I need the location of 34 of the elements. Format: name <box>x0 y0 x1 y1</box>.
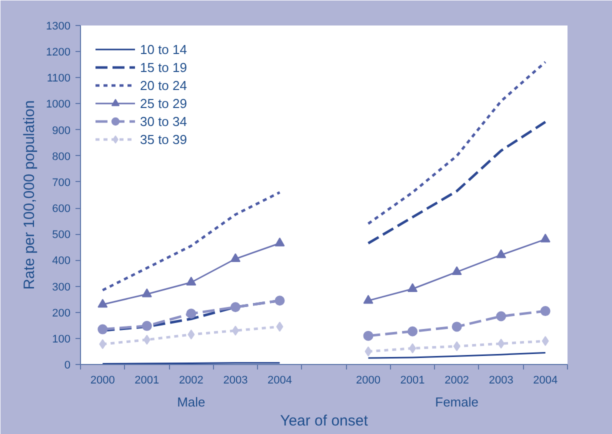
x-tick-label: 2004 <box>267 374 292 386</box>
y-axis-title: Rate per 100,000 population <box>21 100 38 290</box>
y-tick-label: 1300 <box>46 20 71 32</box>
x-axis-title: Year of onset <box>280 412 369 430</box>
x-tick-label: 2003 <box>223 374 248 386</box>
x-tick-label: 2003 <box>488 374 514 386</box>
x-tick-label: 2002 <box>178 374 204 386</box>
legend-label: 20 to 24 <box>140 76 187 94</box>
text: Female <box>435 394 479 410</box>
y-tick-label: 100 <box>52 333 71 346</box>
y-tick-label: 400 <box>52 255 71 268</box>
y-tick-label: 1100 <box>46 72 70 85</box>
x-tick-label: 2000 <box>356 374 381 386</box>
legend-label: 35 to 39 <box>140 130 187 148</box>
x-tick-label: 2001 <box>400 374 425 386</box>
legend-label: 10 to 14 <box>140 40 187 58</box>
y-tick-label: 0 <box>64 360 71 372</box>
y-tick-label: 300 <box>52 281 71 294</box>
y-tick-label: 500 <box>52 229 71 242</box>
y-tick-label: 600 <box>52 203 71 216</box>
y-tick-label: 700 <box>52 176 71 189</box>
y-tick-label: 800 <box>52 150 71 163</box>
text: Male <box>177 394 206 410</box>
y-tick-label: 1000 <box>46 98 71 111</box>
x-tick-label: 2000 <box>90 374 115 386</box>
legend-label: 15 to 19 <box>140 58 187 76</box>
x-tick-label: 2002 <box>444 374 470 386</box>
x-tick-label: 2004 <box>533 374 558 386</box>
x-tick-label: 2001 <box>134 374 160 386</box>
y-tick-label: 1200 <box>46 46 71 59</box>
y-tick-label: 900 <box>52 124 71 137</box>
legend-label: 25 to 29 <box>140 94 187 112</box>
y-tick-label: 200 <box>52 307 71 320</box>
legend-label: 30 to 34 <box>140 112 187 130</box>
